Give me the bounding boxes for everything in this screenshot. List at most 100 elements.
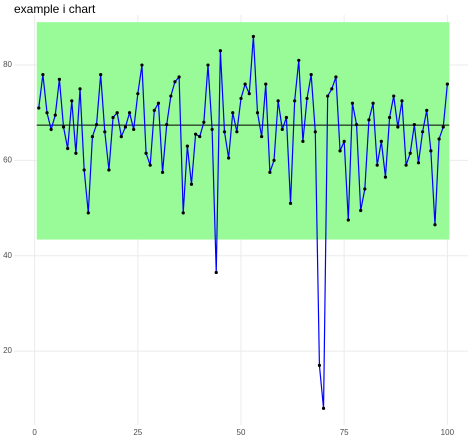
data-point	[243, 82, 247, 86]
data-point	[421, 130, 425, 134]
data-point	[156, 101, 161, 105]
x-tick-label: 75	[340, 428, 349, 437]
data-point	[177, 75, 181, 79]
data-point	[227, 156, 231, 160]
data-point	[119, 134, 123, 139]
data-point	[111, 115, 115, 120]
y-tick-label: 60	[3, 156, 12, 165]
data-point	[412, 123, 416, 127]
data-point	[433, 223, 437, 227]
x-tick-label: 0	[32, 428, 37, 437]
data-point	[132, 127, 136, 132]
data-point	[255, 111, 260, 115]
data-point	[342, 139, 346, 143]
data-point	[437, 137, 441, 141]
data-point	[206, 63, 210, 67]
data-point	[363, 187, 367, 191]
x-tick-label: 100	[441, 428, 455, 437]
data-point	[416, 161, 421, 165]
data-point	[375, 163, 379, 167]
data-point	[247, 92, 251, 96]
data-point	[309, 72, 313, 77]
data-point	[231, 111, 235, 115]
data-point	[185, 144, 189, 148]
data-point	[189, 182, 194, 186]
data-point	[359, 208, 363, 213]
data-point	[301, 139, 305, 143]
data-point	[173, 80, 177, 84]
data-point	[354, 123, 359, 127]
data-point	[260, 134, 264, 139]
data-point	[288, 201, 293, 205]
y-tick-label: 20	[3, 346, 12, 355]
data-point	[66, 146, 70, 151]
data-point	[49, 127, 53, 132]
data-point	[41, 72, 45, 77]
data-point	[251, 34, 255, 39]
data-point	[144, 151, 148, 155]
data-point	[202, 120, 206, 124]
data-point	[317, 363, 322, 368]
data-point	[284, 115, 288, 120]
data-point	[86, 211, 90, 215]
data-point	[140, 63, 144, 67]
data-point	[148, 163, 152, 167]
data-point	[57, 77, 62, 81]
data-point	[152, 108, 156, 112]
data-point	[400, 99, 404, 103]
data-point	[115, 111, 119, 115]
chart-title: example i chart	[14, 2, 96, 16]
data-point	[338, 149, 342, 153]
data-point	[404, 163, 408, 167]
data-point	[210, 127, 214, 132]
data-point	[313, 130, 317, 134]
data-point	[127, 111, 132, 115]
data-point	[78, 87, 82, 91]
data-point	[371, 101, 375, 105]
data-point	[107, 168, 111, 172]
data-point	[305, 96, 309, 101]
control-band	[36, 22, 450, 240]
x-tick-label: 25	[133, 428, 142, 437]
data-point	[425, 108, 429, 112]
data-point	[74, 151, 78, 155]
data-point	[198, 134, 202, 139]
data-point	[367, 118, 371, 122]
data-point	[321, 406, 326, 410]
data-point	[165, 123, 169, 127]
data-point	[103, 130, 107, 134]
data-point	[392, 94, 396, 98]
data-point	[136, 92, 140, 96]
data-point	[222, 130, 227, 134]
data-point	[90, 134, 95, 139]
data-point	[239, 96, 243, 101]
data-point	[334, 75, 338, 79]
data-point	[272, 158, 276, 163]
data-point	[293, 99, 297, 103]
data-point	[218, 49, 222, 53]
data-point	[350, 101, 355, 105]
data-point	[330, 87, 334, 91]
data-point	[82, 168, 86, 172]
data-point	[264, 82, 268, 86]
data-point	[326, 94, 330, 98]
data-line	[38, 36, 448, 409]
data-point	[94, 123, 99, 127]
data-point	[194, 132, 198, 136]
data-point	[37, 106, 41, 110]
data-point	[268, 170, 272, 174]
data-point	[160, 170, 165, 174]
x-tick-label: 50	[237, 428, 246, 437]
data-point	[214, 270, 218, 275]
data-point	[53, 113, 57, 117]
data-point	[123, 125, 128, 129]
data-point	[235, 130, 239, 134]
data-point	[408, 151, 412, 155]
data-point	[61, 125, 66, 129]
data-point	[70, 99, 74, 103]
data-point	[276, 99, 280, 103]
data-point	[445, 82, 449, 86]
data-point	[280, 127, 284, 132]
data-point	[383, 175, 388, 179]
